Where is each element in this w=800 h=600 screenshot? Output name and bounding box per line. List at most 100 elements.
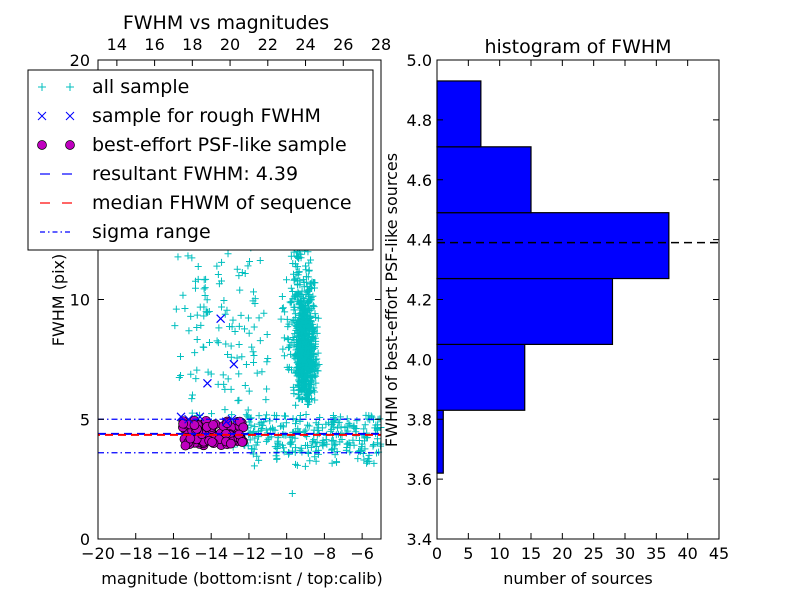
data-point-all-sample bbox=[238, 353, 246, 361]
data-point-all-sample bbox=[255, 412, 263, 420]
data-point-all-sample bbox=[221, 385, 229, 393]
data-point-all-sample bbox=[332, 458, 340, 466]
y-tick-label: 3.8 bbox=[407, 410, 432, 429]
data-point-best-effort bbox=[178, 418, 188, 429]
data-point-all-sample bbox=[235, 322, 243, 330]
data-point-all-sample bbox=[273, 444, 281, 452]
data-point-all-sample bbox=[305, 344, 313, 352]
data-point-best-effort bbox=[180, 440, 191, 451]
data-point-all-sample bbox=[237, 311, 245, 319]
y-tick-label: 4.4 bbox=[407, 231, 432, 250]
legend-label: best-effort PSF-like sample bbox=[92, 134, 347, 156]
data-point-all-sample bbox=[329, 437, 337, 445]
data-point-all-sample bbox=[251, 295, 259, 303]
data-point-all-sample bbox=[313, 424, 321, 432]
y-tick-label: 4.0 bbox=[407, 350, 432, 369]
data-point-all-sample bbox=[331, 451, 339, 459]
data-point-all-sample bbox=[289, 287, 297, 295]
data-point-all-sample bbox=[336, 413, 344, 421]
y-tick-label: 4.6 bbox=[407, 171, 432, 190]
data-point-all-sample bbox=[287, 438, 295, 446]
data-point-all-sample bbox=[295, 367, 303, 375]
data-point-all-sample bbox=[253, 452, 261, 460]
data-point-all-sample bbox=[250, 462, 258, 470]
data-point-all-sample bbox=[298, 340, 306, 348]
data-point-all-sample bbox=[291, 420, 299, 428]
data-point-all-sample bbox=[256, 257, 264, 265]
data-point-all-sample bbox=[193, 311, 201, 319]
data-point-all-sample bbox=[193, 324, 201, 332]
left-chart: FWHM vs magnitudes −20 −18 −16 −14 −12 −10 −8−… bbox=[27, 12, 391, 588]
data-point-all-sample bbox=[247, 445, 255, 453]
data-point-all-sample bbox=[272, 452, 280, 460]
data-point-all-sample bbox=[176, 353, 184, 361]
data-point-all-sample bbox=[302, 395, 310, 403]
top-x-tick-label: 18 bbox=[182, 35, 202, 54]
data-point-all-sample bbox=[298, 376, 306, 384]
data-point-all-sample bbox=[293, 461, 301, 469]
data-point-all-sample bbox=[282, 412, 290, 420]
data-point-all-sample bbox=[359, 450, 367, 458]
data-point-all-sample bbox=[258, 425, 266, 433]
data-point-all-sample bbox=[290, 276, 298, 284]
top-x-tick-label: 26 bbox=[333, 35, 353, 54]
data-point-all-sample bbox=[273, 455, 281, 463]
data-point-all-sample bbox=[297, 341, 305, 349]
left-x-axis-label: magnitude (bottom:isnt / top:calib) bbox=[101, 569, 382, 588]
data-point-all-sample bbox=[333, 424, 341, 432]
data-point-all-sample bbox=[193, 366, 201, 374]
data-point-all-sample bbox=[238, 269, 246, 277]
legend-marker bbox=[66, 83, 74, 91]
data-point-all-sample bbox=[214, 380, 222, 388]
data-point-all-sample bbox=[346, 448, 354, 456]
histogram-bar bbox=[436, 212, 670, 280]
data-point-all-sample bbox=[311, 453, 319, 461]
data-point-all-sample bbox=[309, 301, 317, 309]
data-point-all-sample bbox=[306, 320, 314, 328]
data-point-all-sample bbox=[313, 323, 321, 331]
data-point-all-sample bbox=[213, 262, 221, 270]
data-point-all-sample bbox=[301, 380, 309, 388]
histogram-bar bbox=[436, 80, 482, 148]
data-point-all-sample bbox=[372, 421, 380, 429]
data-point-all-sample bbox=[354, 455, 362, 463]
data-point-best-effort bbox=[207, 437, 217, 447]
data-point-all-sample bbox=[242, 360, 250, 368]
y-tick-label: 5.0 bbox=[407, 51, 432, 70]
data-point-all-sample bbox=[250, 288, 258, 296]
y-tick-label: 4.2 bbox=[407, 291, 432, 310]
data-point-all-sample bbox=[373, 424, 381, 432]
right-x-axis-label: number of sources bbox=[503, 569, 653, 588]
data-point-all-sample bbox=[262, 396, 270, 404]
left-y-ticks: 0 5 10 20 bbox=[70, 51, 381, 549]
data-point-all-sample bbox=[292, 460, 300, 468]
data-point-all-sample bbox=[309, 352, 317, 360]
legend-marker bbox=[37, 140, 47, 150]
data-point-all-sample bbox=[353, 417, 361, 425]
data-point-all-sample bbox=[361, 421, 369, 429]
data-point-all-sample bbox=[241, 270, 249, 278]
data-point-all-sample bbox=[279, 304, 287, 312]
data-point-all-sample bbox=[194, 263, 202, 271]
x-tick-label: −14 bbox=[194, 544, 228, 563]
data-point-all-sample bbox=[187, 312, 195, 320]
data-point-all-sample bbox=[349, 436, 357, 444]
data-point-all-sample bbox=[304, 273, 312, 281]
data-point-all-sample bbox=[205, 338, 213, 346]
x-tick-label: −12 bbox=[232, 544, 266, 563]
data-point-all-sample bbox=[316, 414, 324, 422]
top-x-tick-label: 28 bbox=[371, 35, 391, 54]
data-point-all-sample bbox=[242, 411, 250, 419]
data-point-all-sample bbox=[295, 268, 303, 276]
data-point-all-sample bbox=[292, 252, 300, 260]
data-point-all-sample bbox=[302, 266, 310, 274]
y-tick-label: 3.6 bbox=[407, 470, 432, 489]
data-point-all-sample bbox=[240, 325, 248, 333]
data-point-all-sample bbox=[305, 331, 313, 339]
data-point-all-sample bbox=[280, 448, 288, 456]
data-point-all-sample bbox=[284, 323, 292, 331]
data-point-all-sample bbox=[224, 350, 232, 358]
data-point-all-sample bbox=[350, 441, 358, 449]
histogram-bars bbox=[436, 80, 670, 474]
left-y-axis-label: FWHM (pix) bbox=[49, 254, 68, 347]
